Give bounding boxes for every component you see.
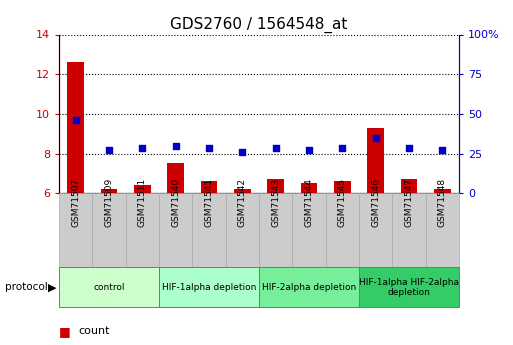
Text: GSM71544: GSM71544: [305, 178, 313, 227]
Bar: [259, 193, 292, 267]
Title: GDS2760 / 1564548_at: GDS2760 / 1564548_at: [170, 17, 348, 33]
Bar: [259, 267, 359, 307]
Text: GSM71511: GSM71511: [138, 177, 147, 227]
Point: [138, 145, 147, 150]
Point: [405, 145, 413, 150]
Text: GSM71546: GSM71546: [371, 177, 380, 227]
Bar: [101, 189, 117, 312]
Point: [271, 145, 280, 150]
Bar: [267, 179, 284, 312]
Point: [105, 147, 113, 152]
Bar: [401, 179, 418, 312]
Point: [305, 147, 313, 152]
Bar: [234, 189, 251, 312]
Text: GSM71545: GSM71545: [338, 177, 347, 227]
Point: [71, 117, 80, 122]
Bar: [434, 189, 451, 312]
Point: [238, 149, 246, 154]
Point: [171, 143, 180, 148]
Bar: [59, 193, 92, 267]
Bar: [134, 185, 151, 312]
Text: protocol: protocol: [5, 282, 48, 292]
Bar: [392, 193, 426, 267]
Bar: [292, 193, 326, 267]
Text: ▶: ▶: [48, 282, 56, 292]
Bar: [92, 193, 126, 267]
Bar: [167, 164, 184, 312]
Point: [371, 135, 380, 140]
Text: GSM71541: GSM71541: [205, 177, 213, 227]
Bar: [359, 193, 392, 267]
Bar: [359, 267, 459, 307]
Bar: [301, 183, 318, 312]
Text: GSM71547: GSM71547: [405, 177, 413, 227]
Text: HIF-1alpha depletion: HIF-1alpha depletion: [162, 283, 256, 292]
Bar: [59, 267, 159, 307]
Text: HIF-2alpha depletion: HIF-2alpha depletion: [262, 283, 356, 292]
Point: [205, 145, 213, 150]
Bar: [426, 193, 459, 267]
Point: [338, 145, 346, 150]
Bar: [67, 62, 84, 312]
Text: GSM71509: GSM71509: [105, 177, 113, 227]
Text: ■: ■: [59, 325, 71, 338]
Bar: [201, 181, 218, 312]
Text: GSM71543: GSM71543: [271, 177, 280, 227]
Text: control: control: [93, 283, 125, 292]
Text: count: count: [78, 326, 110, 336]
Bar: [159, 193, 192, 267]
Bar: [367, 128, 384, 312]
Text: GSM71540: GSM71540: [171, 177, 180, 227]
Bar: [126, 193, 159, 267]
Bar: [192, 193, 226, 267]
Bar: [326, 193, 359, 267]
Text: GSM71548: GSM71548: [438, 177, 447, 227]
Bar: [159, 267, 259, 307]
Bar: [226, 193, 259, 267]
Text: HIF-1alpha HIF-2alpha
depletion: HIF-1alpha HIF-2alpha depletion: [359, 277, 459, 297]
Point: [438, 147, 446, 152]
Text: GSM71507: GSM71507: [71, 177, 80, 227]
Text: GSM71542: GSM71542: [238, 178, 247, 227]
Bar: [334, 181, 351, 312]
